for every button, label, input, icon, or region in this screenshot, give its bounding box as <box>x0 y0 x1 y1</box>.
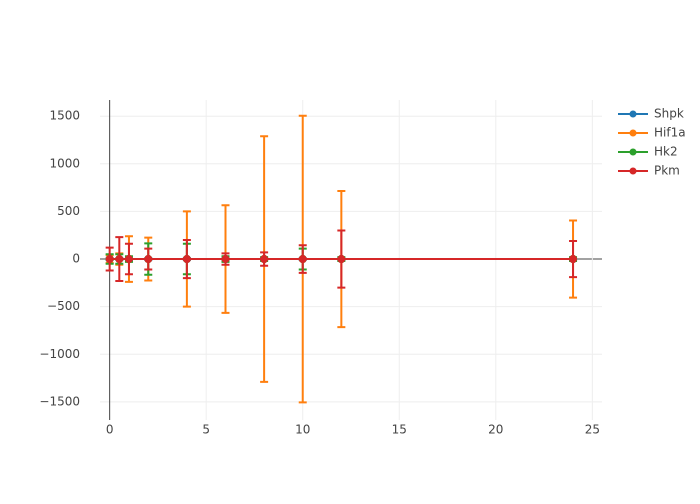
point <box>221 255 230 264</box>
y-tick-label: −1500 <box>39 394 80 408</box>
x-tick-label: 10 <box>295 423 310 437</box>
point <box>115 255 124 264</box>
legend-label: Hk2 <box>654 145 678 159</box>
legend-marker <box>629 110 637 118</box>
x-tick-label: 0 <box>106 423 114 437</box>
legend-label: Shpk <box>654 107 684 121</box>
y-tick-label: 1500 <box>49 109 80 123</box>
y-tick-label: −500 <box>47 299 80 313</box>
point <box>105 255 114 264</box>
point <box>298 255 307 264</box>
x-tick-label: 5 <box>202 423 210 437</box>
point <box>337 255 346 264</box>
point <box>144 255 153 264</box>
y-tick-label: −1000 <box>39 347 80 361</box>
y-tick-label: 500 <box>57 204 80 218</box>
x-tick-label: 25 <box>585 423 600 437</box>
point <box>182 255 191 264</box>
legend-label: Pkm <box>654 164 680 178</box>
legend-label: Hif1a <box>654 126 686 140</box>
point <box>569 255 578 264</box>
point <box>260 255 269 264</box>
point <box>124 255 133 264</box>
legend-marker <box>629 148 637 156</box>
y-tick-label: 1000 <box>49 156 80 170</box>
y-tick-label: 0 <box>72 252 80 266</box>
x-tick-label: 15 <box>392 423 407 437</box>
legend-marker <box>629 167 637 175</box>
x-tick-label: 20 <box>488 423 503 437</box>
legend-marker <box>629 129 637 137</box>
